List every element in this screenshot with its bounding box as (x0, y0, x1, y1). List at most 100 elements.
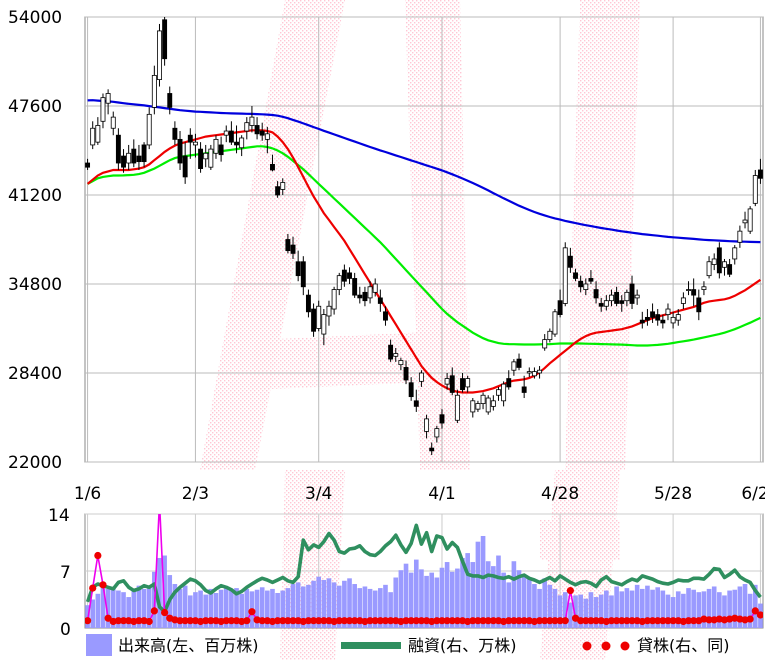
candle-body (619, 300, 625, 304)
candle-body (223, 130, 229, 136)
price-y-tick: 41200 (8, 186, 62, 206)
candle-body (213, 138, 219, 154)
stock-lending-dot (510, 617, 518, 625)
candle-body (192, 141, 198, 146)
volume-bar (552, 588, 558, 628)
legend-lending-dot (601, 641, 611, 651)
x-tick: 4/1 (428, 484, 455, 504)
volume-bar (634, 584, 640, 628)
candle-body (552, 311, 558, 335)
stock-lending-dot (587, 617, 595, 625)
candle-body (398, 360, 404, 366)
volume-bar (259, 587, 265, 628)
stock-lending-dot (381, 617, 390, 625)
candle-body (413, 400, 419, 407)
candle-body (146, 113, 152, 146)
candle-body (485, 397, 491, 413)
price-y-tick-labels: 54000 47600 41200 34800 28400 22000 (8, 8, 62, 473)
candle-body (650, 311, 656, 318)
volume-bar (239, 593, 244, 628)
stock-lending-dot (582, 617, 590, 625)
candle-body (85, 162, 91, 168)
legend-margin-label: 融資(右、万株) (408, 636, 517, 655)
stock-lending-dot (448, 617, 456, 625)
stock-lending-dot (438, 617, 446, 625)
stock-lending-dot (202, 617, 210, 625)
candle-body (506, 378, 512, 388)
candle-body (290, 244, 296, 254)
candle-body (588, 278, 594, 282)
volume-bar (213, 592, 219, 628)
stock-lending-dot (135, 617, 143, 625)
volume-bar (742, 584, 748, 628)
candle-body (203, 152, 209, 160)
candle-body (280, 182, 286, 190)
candle-body (475, 403, 481, 410)
volume-bar (583, 598, 589, 628)
candlesticks (85, 17, 763, 456)
volume-bar (105, 588, 111, 628)
candle-body (418, 372, 424, 382)
watermark (200, 0, 640, 660)
volume-bar (352, 584, 357, 628)
candle-body (496, 389, 501, 396)
volume-bar (557, 595, 563, 628)
volume-bar (434, 577, 440, 628)
volume-y-tick: 14 (48, 506, 70, 526)
volume-bar (116, 590, 121, 628)
stock-lending-dot (176, 617, 184, 625)
candle-body (403, 367, 409, 381)
stock-lending-dot (648, 617, 657, 625)
volume-bar (701, 591, 707, 628)
candle-body (254, 125, 260, 135)
candle-body (490, 400, 496, 407)
stock-lending-dot (371, 617, 379, 625)
stock-lending-dot (618, 617, 626, 625)
volume-bar (737, 586, 743, 628)
volume-bar (460, 557, 465, 628)
volume-bar (270, 588, 275, 628)
volume-bar (326, 578, 332, 628)
candle-body (326, 305, 332, 317)
stock-lending-dot (412, 617, 420, 625)
stock-lending-dot (284, 617, 292, 625)
candle-body (732, 247, 738, 260)
stock-lending-dot (417, 617, 426, 625)
candle-body (429, 447, 435, 452)
volume-bar (547, 584, 553, 628)
candle-body (311, 308, 317, 332)
candle-body (341, 269, 347, 282)
volume-bar (475, 541, 481, 628)
volume-bar (496, 555, 501, 628)
candle-body (501, 383, 507, 402)
stock-lending-dot (207, 617, 215, 625)
candle-body (439, 414, 445, 424)
volume-bar (521, 575, 527, 628)
candle-body (110, 116, 116, 129)
candle-body (511, 361, 517, 371)
volume-bar (362, 586, 368, 628)
volume-bar (727, 590, 732, 628)
stock-lending-dot (546, 617, 554, 625)
candle-body (377, 297, 383, 304)
stock-lending-dot (659, 617, 667, 625)
candle-body (393, 353, 399, 357)
volume-bar (223, 586, 229, 628)
stock-lending-dot (669, 617, 677, 625)
candle-body (151, 75, 157, 108)
legend-lending-dot (620, 641, 630, 651)
x-tick: 2/3 (182, 484, 209, 504)
volume-bar (218, 589, 224, 628)
volume-bar (532, 584, 537, 628)
candle-body (126, 152, 132, 164)
candle-body (336, 275, 342, 290)
volume-bar (136, 585, 142, 628)
volume-bar (244, 588, 250, 628)
x-tick: 6/24 (741, 484, 765, 504)
volume-bar (90, 599, 96, 628)
volume-bar (419, 569, 424, 628)
candle-body (275, 186, 281, 196)
volume-y-tick-labels: 14 7 0 (48, 506, 71, 640)
candle-body (644, 316, 650, 321)
candle-body (239, 137, 245, 149)
